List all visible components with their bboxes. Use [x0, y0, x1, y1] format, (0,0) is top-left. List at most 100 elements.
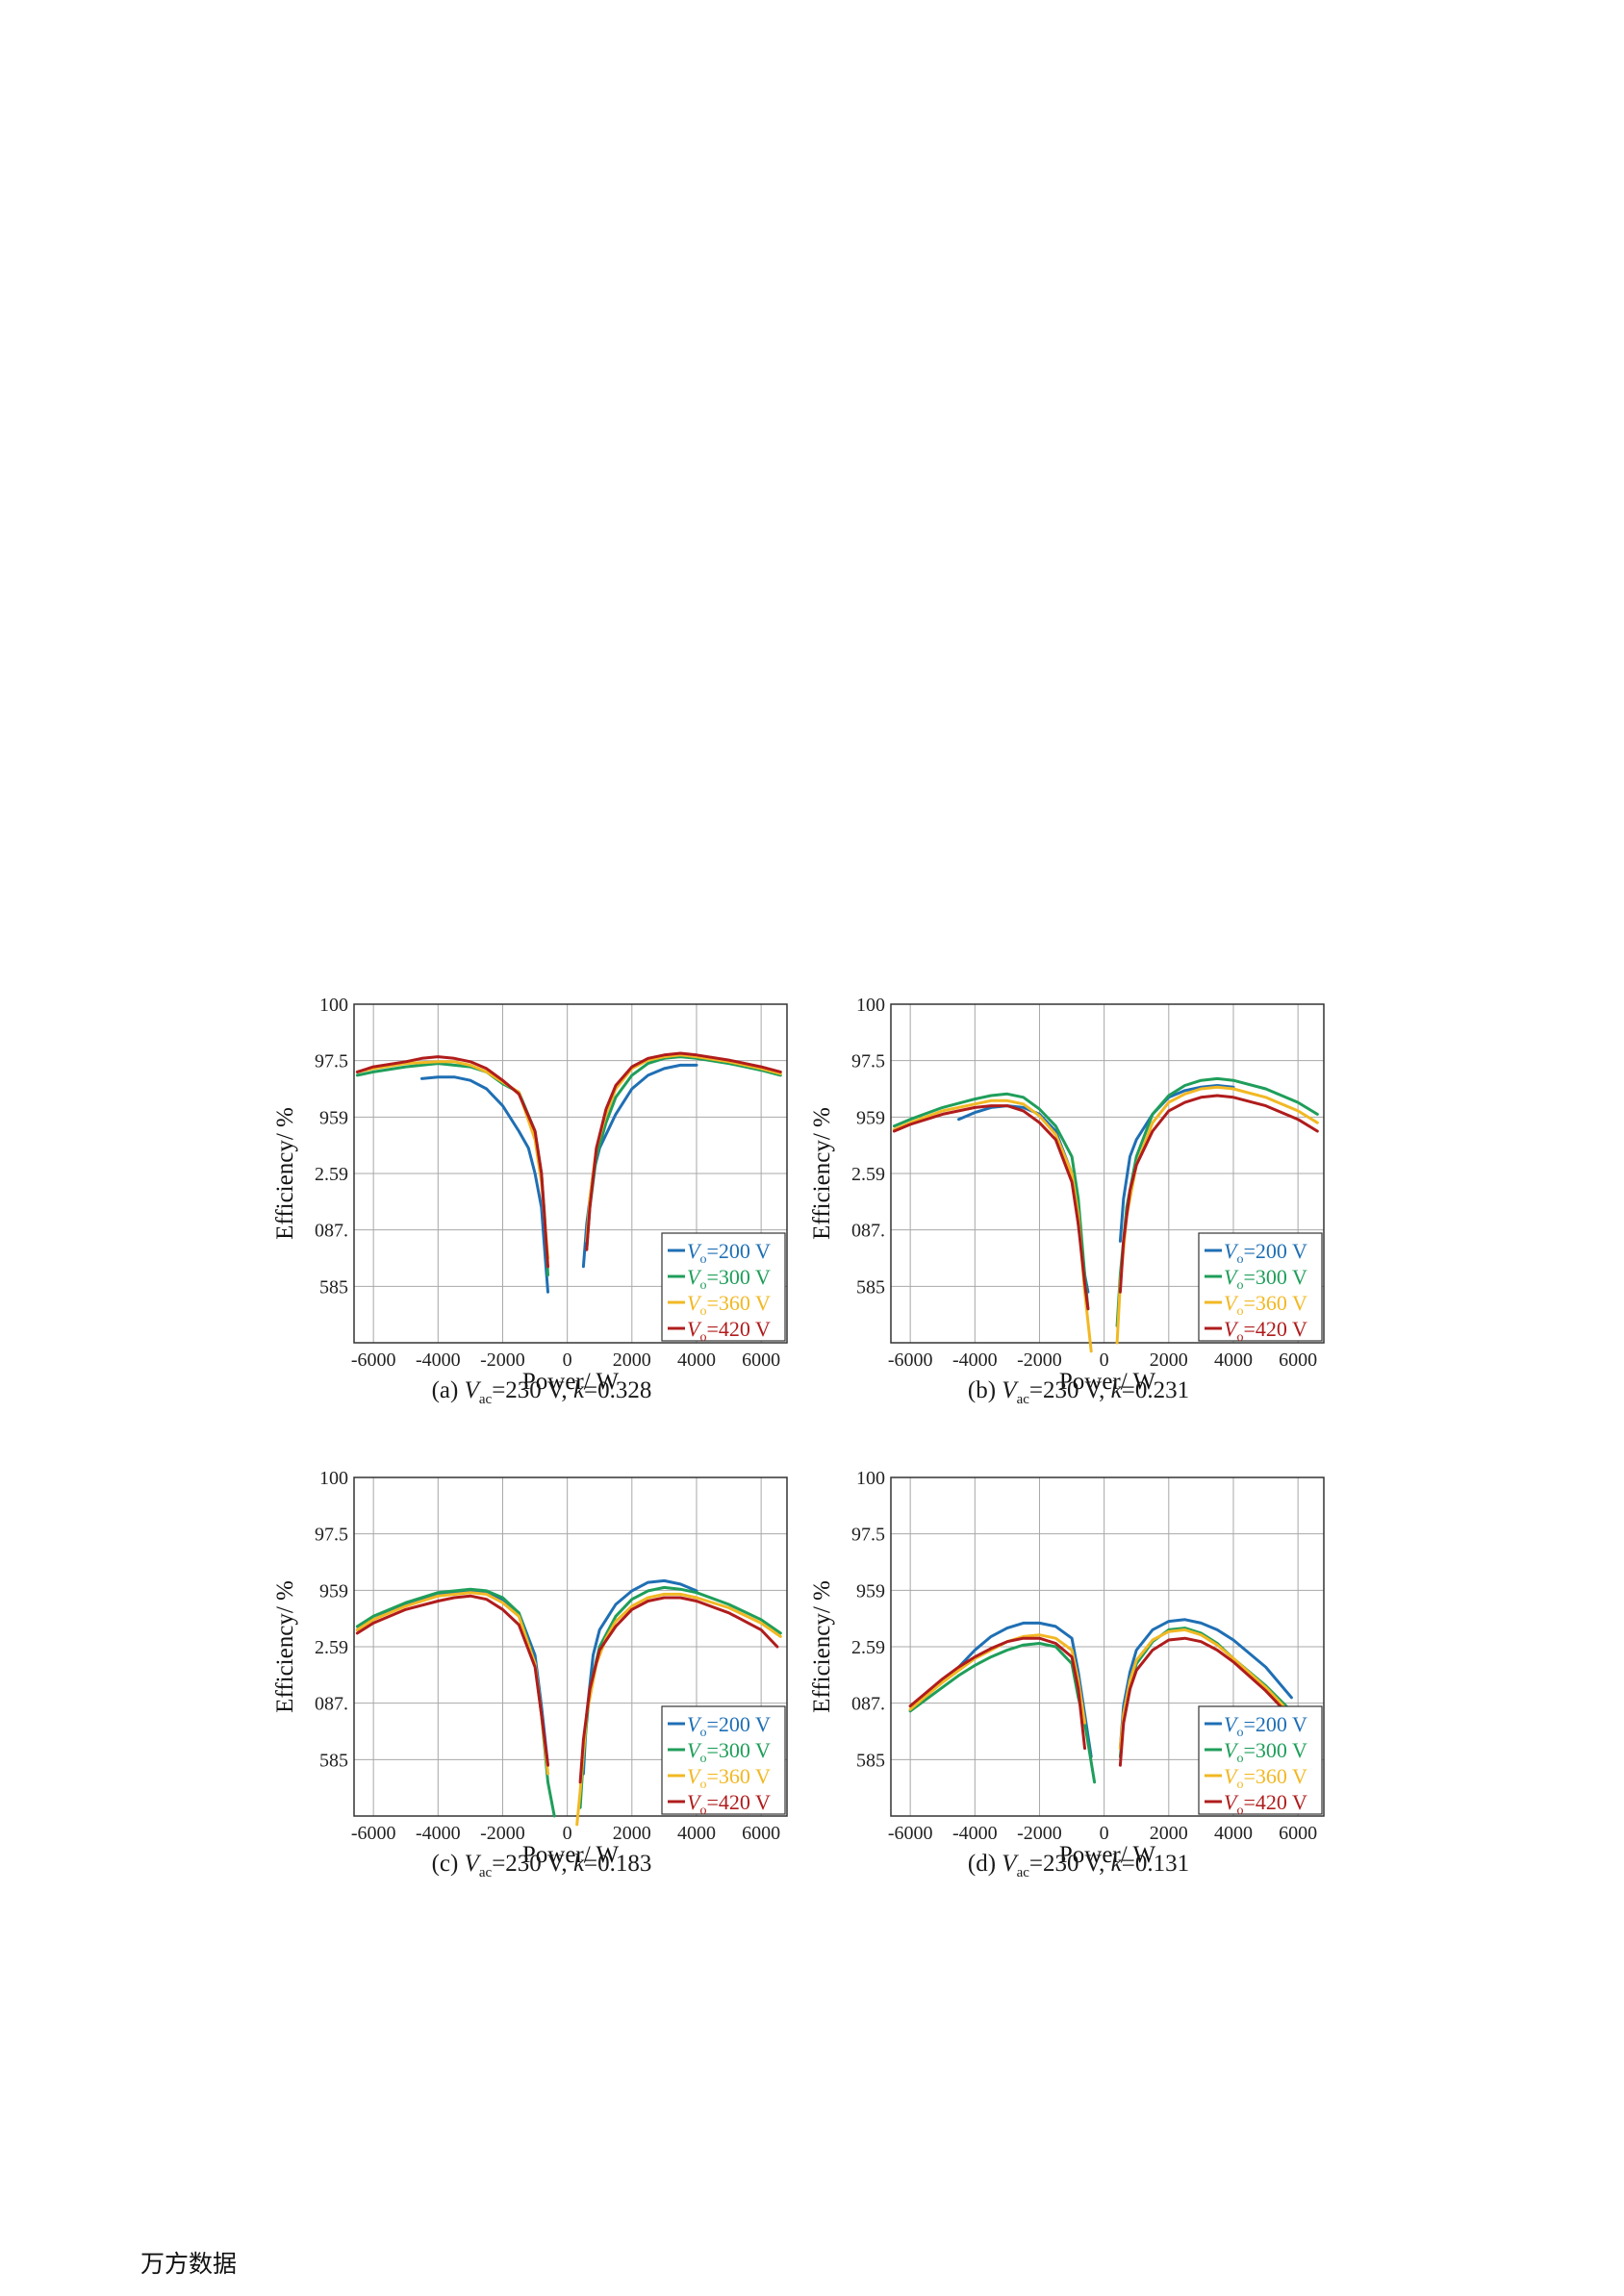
x-tick-label: -2000 — [480, 1823, 525, 1844]
x-tick-label: 4000 — [1214, 1823, 1253, 1844]
caption-var: V — [464, 1851, 479, 1877]
chart-b-svg: -6000 -4000 -2000 0 2000 4000 6000 100 97.5 959 2.… — [809, 995, 1325, 1395]
series-line — [892, 1092, 1090, 1311]
y-tick-label: 2.59 — [851, 1637, 885, 1658]
legend-entry-label: Vo=200 V — [1224, 1239, 1307, 1267]
chart-a-svg: -6000 -4000 -2000 0 2000 4000 6000 100 97.5 959 2.… — [272, 995, 788, 1395]
x-tick-label: 0 — [1100, 1823, 1109, 1844]
y-tick-label: 087. — [851, 1221, 885, 1242]
chart-panel-d: -6000 -4000 -2000 0 2000 4000 6000 100 97.5 959 2.… — [804, 1464, 1353, 1881]
y-axis-label: Efficiency/ % — [809, 1580, 835, 1713]
series-line — [578, 1596, 779, 1784]
legend-entry-label: Vo=300 V — [1224, 1738, 1307, 1766]
y-axis-label: Efficiency/ % — [272, 1107, 298, 1240]
caption-sub: ac — [478, 1392, 493, 1407]
x-tick-label: 2000 — [1150, 1823, 1188, 1844]
x-tick-label: 4000 — [1214, 1350, 1253, 1371]
x-tick-label: 4000 — [677, 1350, 716, 1371]
x-tick-label: -6000 — [351, 1350, 396, 1371]
caption-mid: =230 V, — [492, 1377, 573, 1403]
legend-entry-label: Vo=300 V — [687, 1265, 771, 1293]
chart-d-caption: (d) Vac=230 V, k=0.131 — [804, 1851, 1353, 1881]
chart-b-caption: (b) Vac=230 V, k=0.231 — [804, 1377, 1353, 1408]
y-tick-label: 087. — [315, 1221, 348, 1242]
series-line — [1118, 1094, 1319, 1294]
y-tick-label: 100 — [319, 1468, 348, 1489]
x-tick-label: 2000 — [613, 1350, 651, 1371]
caption-mid: =230 V, — [1028, 1377, 1111, 1403]
legend-entry-label: Vo=200 V — [687, 1239, 771, 1267]
x-tick-label: -4000 — [952, 1350, 998, 1371]
y-tick-label: 959 — [319, 1580, 348, 1602]
caption-var: V — [1002, 1377, 1017, 1403]
caption-prefix: (b) — [967, 1377, 1002, 1403]
caption-prefix: (a) — [431, 1377, 465, 1403]
x-tick-label: 4000 — [677, 1823, 716, 1844]
y-tick-label: 959 — [856, 1107, 885, 1128]
chart-c-svg: -6000 -4000 -2000 0 2000 4000 6000 100 97.5 959 2.… — [272, 1468, 788, 1868]
y-tick-label: 2.59 — [315, 1164, 348, 1185]
chart-panel-c: -6000 -4000 -2000 0 2000 4000 6000 100 97.5 959 2.… — [267, 1464, 816, 1881]
plot-frame — [890, 1476, 1325, 1817]
series-line — [908, 1636, 1086, 1751]
caption-k: k — [572, 1377, 585, 1403]
chart-d-svg: -6000 -4000 -2000 0 2000 4000 6000 100 97.5 959 2.… — [809, 1468, 1325, 1868]
y-tick-label: 087. — [315, 1694, 348, 1715]
caption-rest: =0.131 — [1121, 1851, 1190, 1877]
chart-panel-b: -6000 -4000 -2000 0 2000 4000 6000 100 97.5 959 2.… — [804, 991, 1353, 1407]
x-tick-label: -6000 — [888, 1823, 933, 1844]
legend-entry-label: Vo=200 V — [687, 1712, 771, 1740]
y-tick-label: 97.5 — [315, 1051, 348, 1072]
x-tick-label: -2000 — [1017, 1823, 1062, 1844]
series-line — [957, 1104, 1090, 1294]
legend-entry-label: Vo=360 V — [687, 1764, 771, 1792]
caption-k: k — [1110, 1377, 1122, 1403]
y-tick-label: 97.5 — [851, 1051, 885, 1072]
legend-entry-label: Vo=300 V — [1224, 1265, 1307, 1293]
y-tick-label: 585 — [856, 1750, 885, 1771]
caption-mid: =230 V, — [492, 1851, 573, 1877]
y-tick-label: 585 — [856, 1276, 885, 1298]
y-tick-label: 97.5 — [851, 1525, 885, 1546]
plot-frame — [353, 1003, 788, 1344]
series-line — [355, 1591, 549, 1776]
plot-frame — [353, 1476, 788, 1817]
series-line — [892, 1104, 1090, 1311]
caption-prefix: (c) — [431, 1851, 465, 1877]
x-axis-label: Power/ W — [1059, 1369, 1156, 1395]
x-tick-label: 0 — [563, 1823, 572, 1844]
y-tick-label: 585 — [319, 1276, 348, 1298]
legend-entry-label: Vo=420 V — [687, 1317, 771, 1345]
x-tick-label: -4000 — [416, 1823, 461, 1844]
legend-entry-label: Vo=300 V — [687, 1738, 771, 1766]
chart-panel-a: -6000 -4000 -2000 0 2000 4000 6000 100 97.5 959 2.… — [267, 991, 816, 1407]
series-line — [585, 1053, 782, 1243]
legend-entry-label: Vo=360 V — [1224, 1764, 1307, 1792]
footer-watermark: 万方数据 — [140, 2250, 238, 2278]
x-axis-label: Power/ W — [522, 1369, 620, 1395]
y-tick-label: 100 — [856, 1468, 885, 1489]
caption-var: V — [1002, 1851, 1017, 1877]
x-tick-label: 0 — [1100, 1350, 1109, 1371]
x-tick-label: 6000 — [1279, 1823, 1317, 1844]
x-tick-label: 6000 — [1279, 1350, 1317, 1371]
legend-entry-label: Vo=360 V — [1224, 1291, 1307, 1319]
x-tick-label: 2000 — [613, 1823, 651, 1844]
series-line — [420, 1075, 549, 1294]
y-tick-label: 100 — [319, 995, 348, 1016]
x-tick-label: -2000 — [480, 1350, 525, 1371]
caption-sub: ac — [1016, 1865, 1029, 1880]
caption-sub: ac — [1016, 1392, 1029, 1407]
chart-c-caption: (c) Vac=230 V, k=0.183 — [267, 1851, 816, 1881]
y-axis-label: Efficiency/ % — [272, 1580, 298, 1713]
x-tick-label: 6000 — [742, 1823, 780, 1844]
x-tick-label: -6000 — [888, 1350, 933, 1371]
series-line — [355, 1060, 549, 1260]
y-axis-label: Efficiency/ % — [809, 1107, 835, 1240]
series-line — [355, 1055, 549, 1269]
series-line — [355, 1587, 556, 1818]
caption-sub: ac — [478, 1865, 493, 1880]
y-tick-label: 585 — [319, 1750, 348, 1771]
y-tick-label: 100 — [856, 995, 885, 1016]
series-line — [908, 1642, 1097, 1784]
